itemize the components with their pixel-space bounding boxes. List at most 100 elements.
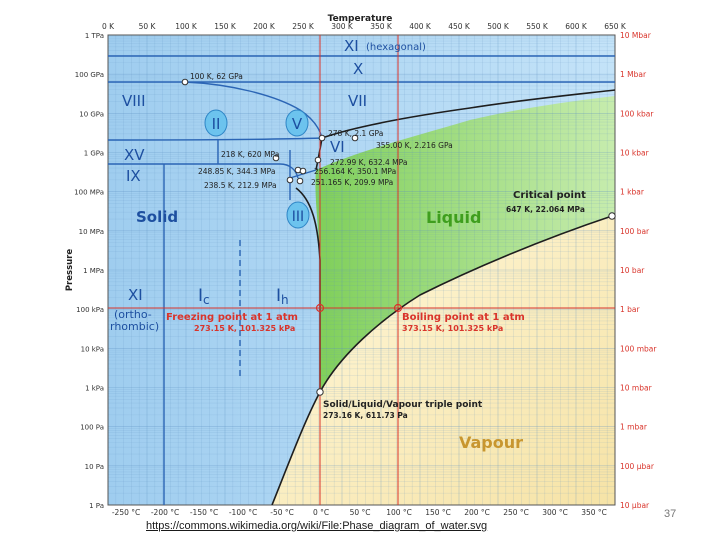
boiling-point-title: Boiling point at 1 atm: [402, 312, 525, 323]
phase-v-badge: V: [285, 109, 309, 137]
celsius-tick-label: 250 °C: [503, 508, 529, 517]
annotation-100k: 100 K, 62 GPa: [190, 72, 243, 81]
critical-point-title: Critical point: [513, 190, 586, 201]
point-256k: [299, 167, 307, 175]
phase-xi-hex-label: XI: [344, 37, 359, 55]
pascal-tick-label: 100 Pa: [80, 424, 104, 432]
phase-vi-label: VI: [330, 138, 345, 156]
grid: [108, 35, 615, 505]
bar-tick-label: 1 bar: [620, 305, 641, 314]
pascal-tick-label: 1 MPa: [83, 267, 104, 275]
ortho-line-2: rhombic): [110, 320, 159, 333]
pascal-tick-label: 1 GPa: [84, 150, 104, 158]
kelvin-tick-label: 550 K: [526, 22, 549, 31]
bar-tick-label: 10 Mbar: [620, 31, 652, 40]
phase-vapour-label: Vapour: [459, 433, 523, 452]
pascal-tick-label: 10 kPa: [81, 345, 104, 353]
pascal-tick-label: 100 GPa: [75, 71, 104, 79]
kelvin-tick-label: 600 K: [565, 22, 588, 31]
phase-xi-hex-note: (hexagonal): [366, 42, 426, 53]
bar-tick-label: 10 µbar: [620, 501, 650, 510]
critical-point-marker: [608, 212, 616, 220]
boiling-point-value: 373.15 K, 101.325 kPa: [402, 324, 503, 333]
bar-tick-label: 1 mbar: [620, 423, 648, 432]
point-238k: [286, 176, 294, 184]
phase-ic-label: Ic: [198, 286, 210, 307]
annotation-218k: 218 K, 620 MPa: [221, 150, 279, 159]
annotation-256k: 256.164 K, 350.1 MPa: [314, 167, 396, 176]
pressure-axis-title: Pressure: [65, 249, 75, 292]
bar-tick-label: 100 mbar: [620, 344, 657, 353]
boiling-point-marker: [393, 303, 403, 313]
annotation-355k: 355.00 K, 2.216 GPa: [376, 141, 453, 150]
annotation-278k: 278 K, 2.1 GPa: [328, 129, 383, 138]
bar-tick-label: 10 mbar: [620, 384, 653, 393]
kelvin-tick-label: 150 K: [214, 22, 237, 31]
celsius-tick-label: 50 °C: [350, 508, 371, 517]
annotation-272k: 272.99 K, 632.4 MPa: [330, 158, 407, 167]
vii-liquid-boundary: [321, 89, 615, 139]
celsius-tick-label: 150 °C: [425, 508, 451, 517]
celsius-tick-label: 200 °C: [464, 508, 490, 517]
source-link[interactable]: https://commons.wikimedia.org/wiki/File:…: [146, 520, 488, 532]
point-278k: [318, 134, 326, 142]
bar-tick-label: 100 bar: [620, 227, 650, 236]
plot-frame: [107, 34, 616, 506]
celsius-tick-label: -250 °C: [112, 508, 140, 517]
annotation-251k: 251.165 K, 209.9 MPa: [311, 178, 393, 187]
kelvin-tick-label: 100 K: [175, 22, 198, 31]
point-355k: [351, 134, 359, 142]
freezing-point-value: 273.15 K, 101.325 kPa: [194, 324, 295, 333]
critical-point-value: 647 K, 22.064 MPa: [506, 205, 585, 214]
kelvin-tick-label: 300 K: [331, 22, 354, 31]
celsius-tick-label: 300 °C: [542, 508, 568, 517]
phase-liquid-label: Liquid: [426, 208, 481, 227]
pascal-tick-label: 1 Pa: [89, 502, 104, 510]
phase-iii-badge: III: [286, 201, 310, 229]
phase-vii-label: VII: [348, 92, 367, 110]
pascal-tick-label: 100 kPa: [76, 306, 104, 314]
ii-v-boundary: [108, 137, 323, 141]
annotation-238k: 238.5 K, 212.9 MPa: [204, 181, 277, 190]
bar-tick-label: 1 Mbar: [620, 70, 647, 79]
kelvin-tick-label: 200 K: [253, 22, 276, 31]
kelvin-tick-label: 400 K: [409, 22, 432, 31]
pascal-tick-label: 1 TPa: [85, 32, 104, 40]
sublimation-curve: [271, 391, 321, 505]
phase-viii-label: VIII: [122, 92, 146, 110]
phase-xv-label: XV: [124, 146, 145, 164]
point-100k: [181, 78, 189, 86]
phase-ix-label: IX: [126, 167, 141, 185]
phase-solid-label: Solid: [136, 208, 178, 226]
vaporization-curve: [319, 215, 613, 393]
point-251k: [296, 177, 304, 185]
bar-tick-label: 100 kbar: [620, 109, 654, 118]
celsius-tick-label: -200 °C: [151, 508, 179, 517]
phase-ih-label: Ih: [276, 286, 289, 307]
liquid-region: [315, 96, 615, 392]
triple-point-title: Solid/Liquid/Vapour triple point: [323, 400, 483, 410]
celsius-tick-label: 100 °C: [386, 508, 412, 517]
pascal-tick-label: 100 MPa: [74, 189, 104, 197]
triple-point-marker: [316, 388, 324, 396]
pascal-tick-label: 1 kPa: [85, 385, 104, 393]
celsius-tick-label: -50 °C: [270, 508, 294, 517]
phase-v-label: V: [292, 115, 303, 133]
point-218k: [272, 154, 280, 162]
phase-ii-label: II: [212, 115, 221, 133]
phase-iii-label: III: [292, 209, 304, 225]
triple-point-value: 273.16 K, 611.73 Pa: [323, 411, 408, 420]
bar-tick-label: 1 kbar: [620, 188, 645, 197]
ortho-line-1: (ortho-: [114, 308, 152, 321]
phase-xi-ortho-label: XI: [128, 286, 143, 304]
phase-ii-badge: II: [204, 109, 228, 137]
temperature-axis-title: Temperature: [328, 14, 393, 24]
pascal-tick-label: 10 Pa: [85, 463, 104, 471]
bar-tick-label: 100 µbar: [620, 462, 655, 471]
celsius-axis: -250 °C -200 °C -150 °C -100 °C -50 °C 0 °C 50…: [112, 508, 607, 517]
bar-tick-label: 10 kbar: [620, 149, 650, 158]
freezing-point-marker: [315, 303, 325, 313]
kelvin-tick-label: 250 K: [292, 22, 315, 31]
kelvin-axis: 0 K 50 K 100 K 150 K 200 K 250 K 300 K 350 K 400…: [102, 22, 627, 31]
